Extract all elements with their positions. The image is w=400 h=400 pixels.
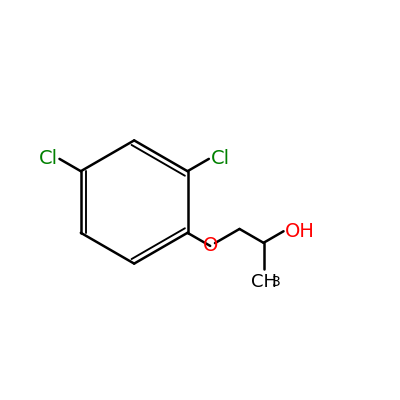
Text: 3: 3 [272, 274, 281, 288]
Text: OH: OH [285, 222, 315, 241]
Text: CH: CH [250, 273, 276, 291]
Text: Cl: Cl [210, 149, 230, 168]
Text: O: O [202, 236, 218, 255]
Text: Cl: Cl [39, 149, 58, 168]
